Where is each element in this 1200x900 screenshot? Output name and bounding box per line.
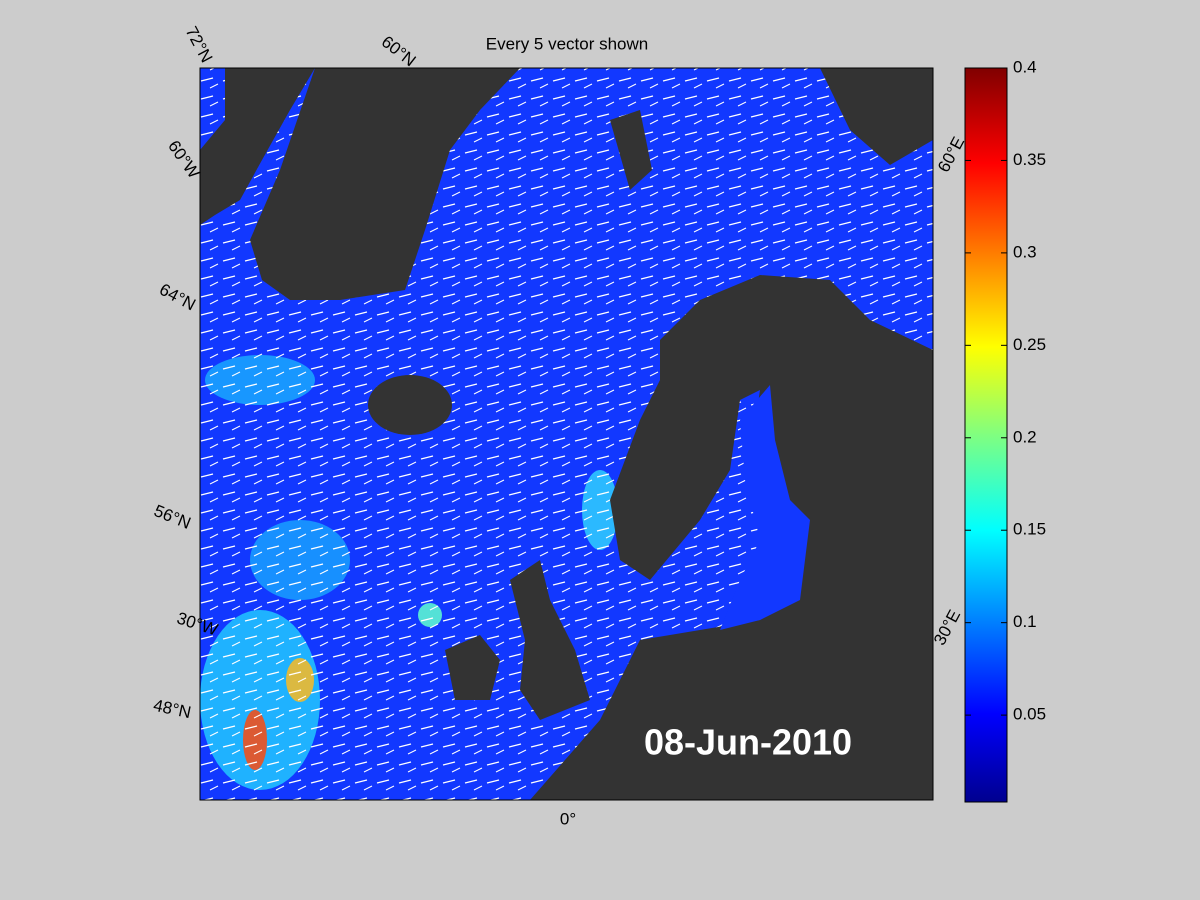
colorbar-tick-label: 0.2 [1013, 427, 1037, 446]
baltic-sea [720, 385, 810, 630]
map-frame [199, 67, 934, 801]
greenland-east [250, 68, 520, 300]
iceland [368, 375, 452, 435]
map-title: Every 5 vector shown [486, 34, 649, 53]
land [200, 68, 933, 800]
svalbard [610, 110, 652, 190]
colorbar-tick-label: 0.05 [1013, 705, 1046, 724]
kola [820, 68, 933, 165]
britain [510, 560, 590, 720]
date-label: 08-Jun-2010 [644, 722, 852, 763]
graticule-label: 0° [560, 809, 576, 828]
colorbar-tick-label: 0.15 [1013, 520, 1046, 539]
scandinavia-europe [530, 275, 933, 800]
colorbar-tick-label: 0.4 [1013, 57, 1037, 76]
colorbar-tick-label: 0.35 [1013, 150, 1046, 169]
colorbar-tick-label: 0.25 [1013, 335, 1046, 354]
map: 08-Jun-2010 [200, 68, 933, 800]
colorbar-tick-label: 0.3 [1013, 242, 1037, 261]
colorbar-tick-label: 0.1 [1013, 612, 1037, 631]
ireland [445, 635, 500, 700]
greenland-west [200, 68, 315, 225]
colorbar [964, 67, 1008, 803]
